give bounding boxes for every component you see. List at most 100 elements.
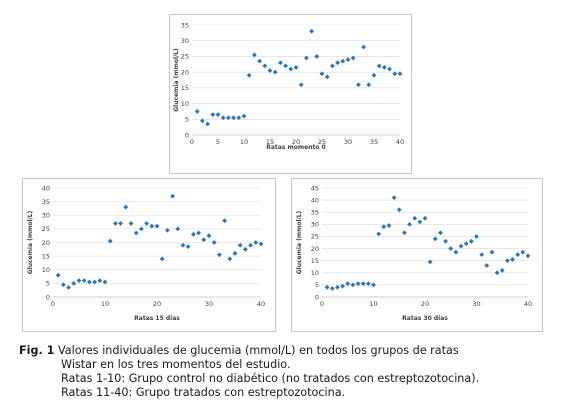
d15-point-7 [87, 279, 92, 285]
d30-point-28 [463, 241, 469, 247]
d15-point-19 [149, 223, 155, 229]
caption-line-1: Fig. 1 Valores individuales de glucemia … [19, 344, 569, 358]
d30-x-axis-title: Ratas 30 días [402, 315, 448, 322]
chart-momento-0-plot: 0 5 10 15 20 25 30 35 0 5 10 15 20 25 30 35 40 Ratas mome… [173, 21, 404, 151]
d15-x-tick-20: 20 [153, 300, 161, 308]
d15-point-9 [97, 278, 103, 284]
d15-point-10 [102, 279, 108, 285]
d15-point-2 [61, 282, 66, 288]
d15-point-6 [81, 278, 87, 284]
d30-point-6 [350, 282, 356, 288]
figure-caption: Fig. 1 Valores individuales de glucemia … [19, 344, 569, 400]
m0-y-tick-5: 5 [185, 116, 189, 124]
d15-point-23 [170, 193, 175, 199]
d15-y-tick-20: 20 [42, 239, 50, 247]
m0-point-30 [345, 57, 351, 62]
d15-point-12 [113, 221, 118, 226]
m0-point-4 [210, 112, 216, 117]
d15-point-38 [248, 242, 253, 248]
d30-point-19 [417, 219, 423, 225]
d15-point-24 [175, 226, 181, 232]
d15-point-16 [133, 230, 139, 236]
caption-line-1-text: Valores individuales de glucemia (mmol/L… [54, 344, 459, 357]
m0-y-tick-30: 30 [181, 37, 189, 45]
d30-point-11 [376, 231, 382, 237]
d15-point-36 [237, 242, 243, 248]
d30-x-tick-10: 10 [369, 300, 377, 308]
d30-point-30 [474, 234, 479, 239]
m0-point-35 [371, 72, 377, 78]
d15-point-4 [71, 280, 77, 286]
caption-line-4: Ratas 11-40: Grupo tratados con estrepto… [61, 386, 346, 399]
m0-point-16 [272, 69, 278, 75]
d15-point-20 [154, 223, 160, 229]
d30-point-7 [355, 281, 361, 287]
d30-point-29 [468, 238, 474, 244]
caption-line-2: Wistar en los tres momentos del estudio. [61, 358, 291, 371]
m0-x-axis-title: Ratas momento 0 [266, 144, 325, 151]
m0-point-8 [231, 115, 236, 121]
d15-y-tick-35: 35 [42, 198, 50, 206]
d30-point-4 [340, 283, 345, 289]
m0-point-38 [387, 66, 392, 72]
m0-x-tick-40: 40 [396, 138, 404, 146]
m0-point-34 [366, 82, 372, 88]
d15-y-tick-0: 0 [46, 293, 50, 301]
d30-point-27 [458, 243, 464, 249]
m0-point-23 [309, 28, 314, 34]
d30-y-tick-45: 45 [311, 184, 319, 192]
d15-point-8 [92, 279, 97, 285]
d15-point-35 [232, 251, 238, 256]
d30-point-17 [407, 221, 412, 227]
m0-point-32 [356, 82, 361, 88]
m0-point-20 [293, 65, 299, 70]
d30-point-39 [520, 249, 526, 255]
d15-y-tick-25: 25 [42, 225, 50, 233]
d30-point-15 [396, 207, 402, 213]
m0-y-tick-25: 25 [181, 53, 189, 61]
m0-point-9 [236, 115, 242, 121]
m0-point-31 [350, 55, 356, 61]
d15-point-3 [66, 285, 71, 290]
m0-point-22 [304, 55, 309, 61]
m0-x-tick-20: 20 [292, 138, 300, 146]
m0-point-24 [314, 54, 320, 59]
m0-x-tick-10: 10 [240, 138, 248, 146]
d15-point-25 [180, 242, 186, 248]
d15-y-tick-30: 30 [42, 212, 50, 220]
m0-y-axis-title: Glucemia (mmol/L) [173, 48, 180, 112]
d15-point-37 [243, 246, 248, 252]
d30-y-tick-15: 15 [311, 257, 319, 265]
m0-x-tick-35: 35 [370, 138, 378, 146]
d15-x-tick-0: 0 [51, 300, 55, 308]
d15-point-22 [165, 227, 170, 233]
d30-y-tick-30: 30 [311, 221, 319, 229]
d30-y-tick-35: 35 [311, 209, 319, 217]
d30-y-tick-20: 20 [311, 245, 319, 253]
d30-point-40 [525, 253, 531, 259]
d30-point-35 [499, 267, 505, 273]
d15-point-26 [185, 244, 191, 249]
d15-point-32 [217, 252, 222, 258]
d15-point-15 [128, 221, 134, 226]
m0-x-tick-0: 0 [190, 138, 194, 146]
m0-point-11 [246, 72, 252, 78]
m0-point-28 [335, 60, 340, 66]
d15-y-tick-5: 5 [46, 280, 50, 288]
m0-point-5 [215, 112, 221, 117]
d30-point-16 [402, 230, 407, 236]
d15-x-tick-10: 10 [101, 300, 109, 308]
m0-point-18 [283, 63, 288, 69]
d30-y-tick-25: 25 [311, 233, 319, 241]
d30-point-22 [432, 236, 438, 242]
d30-y-tick-5: 5 [315, 281, 319, 289]
m0-point-17 [278, 60, 283, 66]
d30-point-38 [515, 252, 521, 258]
m0-y-tick-15: 15 [181, 84, 189, 92]
d15-point-39 [253, 240, 259, 245]
m0-point-26 [324, 74, 330, 80]
d30-x-tick-20: 20 [421, 300, 429, 308]
d15-point-17 [139, 226, 144, 232]
d15-point-14 [123, 204, 129, 210]
d15-y-tick-10: 10 [42, 266, 50, 274]
